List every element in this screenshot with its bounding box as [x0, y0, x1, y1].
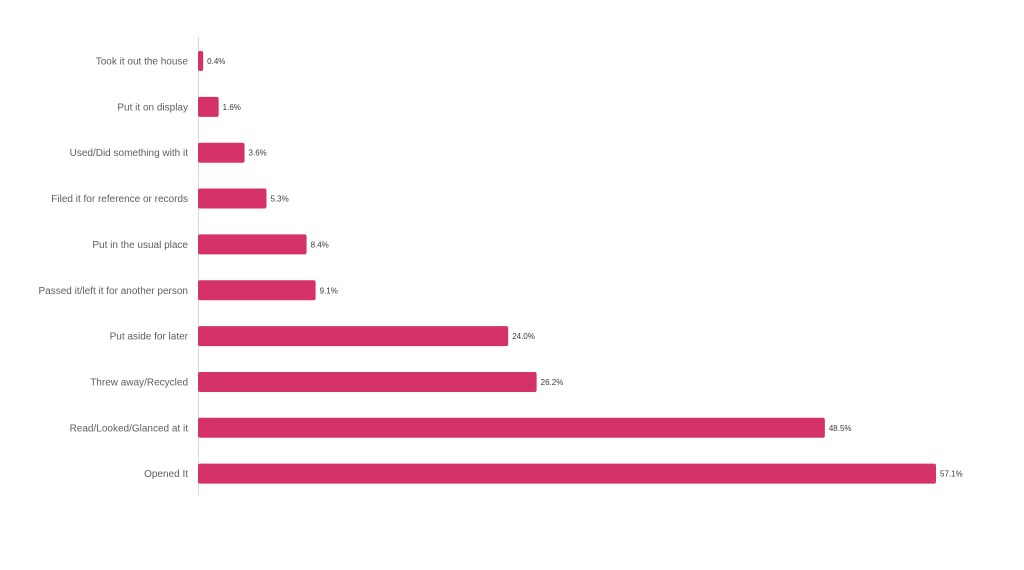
value-label: 48.5% [829, 424, 852, 433]
bar-9 [198, 417, 825, 438]
value-label: 24.0% [512, 332, 535, 341]
value-label: 5.3% [271, 195, 289, 204]
value-label: 57.1% [940, 470, 963, 479]
bar-4 [198, 188, 267, 209]
category-label: Filed it for reference or records [51, 194, 188, 205]
bar-3 [198, 142, 245, 163]
value-label: 26.2% [541, 378, 564, 387]
bars-group [198, 51, 936, 484]
bar-5 [198, 234, 307, 255]
category-label: Read/Looked/Glanced at it [70, 423, 189, 434]
category-label: Used/Did something with it [70, 148, 189, 159]
value-label: 3.6% [249, 149, 267, 158]
bar-10 [198, 463, 936, 484]
value-label: 8.4% [311, 240, 329, 249]
bar-8 [198, 371, 537, 392]
bar-1 [198, 51, 204, 71]
category-label: Opened It [144, 469, 188, 480]
category-label: Put in the usual place [92, 240, 188, 251]
value-label: 9.1% [320, 286, 338, 295]
bar-2 [198, 96, 219, 117]
value-label: 1.6% [223, 103, 241, 112]
category-label: Passed it/left it for another person [38, 286, 188, 297]
value-label: 0.4% [207, 57, 225, 66]
category-label: Put it on display [117, 102, 188, 113]
category-labels-group: Took it out the house Put it on display Us… [38, 57, 188, 481]
category-label: Threw away/Recycled [90, 377, 188, 388]
category-label: Took it out the house [96, 57, 189, 68]
category-label: Put aside for later [110, 332, 189, 343]
bar-7 [198, 326, 509, 347]
value-labels-group: 0.4% 1.6% 3.6% 5.3% 8.4% 9.1% 24.0% 26.2% 48.5% 5… [207, 57, 963, 479]
bar-6 [198, 280, 316, 301]
